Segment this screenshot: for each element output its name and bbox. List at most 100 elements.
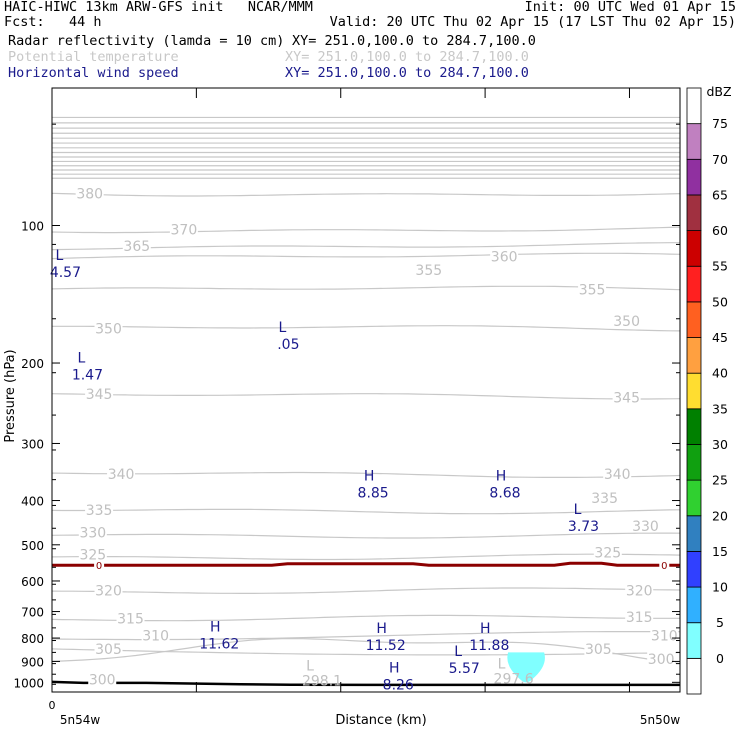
wind-extremum-value: 8.68 <box>489 485 520 501</box>
colorbar-title: dBZ <box>706 84 731 99</box>
field-reflectivity-name: Radar reflectivity (lamda = 10 cm) <box>8 33 285 49</box>
colorbar-level-label: 50 <box>712 294 728 309</box>
header-init: Init: 00 UTC Wed 01 Apr 15 <box>524 0 736 15</box>
colorbar-level-label: 35 <box>712 401 728 416</box>
freezing-label-bg <box>659 558 670 571</box>
theta-contour-380 <box>51 192 681 197</box>
theta-label: 370 <box>171 222 198 238</box>
theta-label: 325 <box>594 546 621 562</box>
theta-contour-370 <box>51 226 681 234</box>
wind-extremum-value: 5.57 <box>449 661 480 677</box>
theta-label: 315 <box>626 610 653 626</box>
colorbar-box <box>686 158 702 196</box>
theta-contour-330 <box>51 532 681 539</box>
colorbar-level-label: 55 <box>712 259 728 274</box>
y-tick-label: 1000 <box>13 676 44 690</box>
wind-extremum-value: 3.73 <box>568 519 599 535</box>
colorbar-box <box>686 551 702 588</box>
y-tick-label: 800 <box>21 632 44 646</box>
colorbar-box <box>686 622 702 659</box>
theta-contour-340 <box>51 471 681 478</box>
theta-label: 350 <box>95 321 122 337</box>
wind-extremum-value: .05 <box>277 337 299 353</box>
theta-label-bg <box>631 518 660 533</box>
x-zero-label: 0 <box>49 699 56 712</box>
field-reflectivity-xy: XY= 251.0,100.0 to 284.7,100.0 <box>292 33 536 49</box>
theta-contour-305 <box>51 648 681 656</box>
colorbar-level-label: 5 <box>716 615 724 630</box>
theta-label-bg <box>625 609 654 624</box>
colorbar-box <box>686 123 702 160</box>
theta-extremum-letter: L <box>498 656 506 672</box>
theta-label-bg <box>593 544 622 559</box>
wind-extremum-value: 11.88 <box>469 638 509 654</box>
theta-label: 310 <box>651 629 678 645</box>
theta-contour-335 <box>51 508 681 515</box>
field-wind-xy: XY= 251.0,100.0 to 284.7,100.0 <box>285 65 529 81</box>
wind-extremum-letter: H <box>496 468 507 484</box>
wind-extremum-letter: L <box>454 644 462 660</box>
wind-extremum-value: 11.62 <box>199 637 239 653</box>
theta-label-bg <box>169 221 198 236</box>
theta-label-bg <box>75 185 104 200</box>
theta-label-bg <box>625 582 654 597</box>
theta-label-bg <box>85 386 114 401</box>
colorbar-box <box>686 515 702 552</box>
colorbar-level-label: 10 <box>712 580 728 595</box>
wind-extremum-letter: H <box>376 621 387 637</box>
theta-contour-360 <box>51 252 681 260</box>
y-tick-label: 500 <box>21 539 44 553</box>
colorbar-box <box>686 194 702 231</box>
theta-extremum-value: 297.6 <box>494 671 534 687</box>
theta-label-bg <box>647 651 676 666</box>
colorbar-level-label: 70 <box>712 152 728 167</box>
theta-contour-365 <box>51 242 680 251</box>
theta-label: 350 <box>613 314 640 330</box>
freezing-level-label: 0 <box>96 561 102 572</box>
theta-label: 335 <box>86 503 113 519</box>
theta-label: 330 <box>632 519 659 535</box>
wind-extremum-letter: H <box>364 468 375 484</box>
wind-extremum-letter: H <box>480 621 491 637</box>
colorbar-level-label: 30 <box>712 437 728 452</box>
y-tick-label: 600 <box>21 575 44 589</box>
colorbar-level-label: 75 <box>712 116 728 131</box>
theta-label: 365 <box>123 239 150 255</box>
theta-label: 340 <box>108 467 135 483</box>
colorbar-level-label: 0 <box>716 651 724 666</box>
theta-label-bg <box>78 546 107 561</box>
theta-label-bg <box>584 640 613 655</box>
colorbar-box <box>686 301 702 338</box>
wind-extremum-value: 1.47 <box>72 368 103 384</box>
field-theta-name: Potential temperature <box>8 49 179 65</box>
field-wind-name: Horizontal wind speed <box>8 65 179 81</box>
y-tick-label: 900 <box>21 655 44 669</box>
theta-label: 335 <box>591 491 618 507</box>
freezing-label-bg <box>94 558 105 571</box>
y-tick-label: 300 <box>21 437 44 451</box>
colorbar-level-label: 25 <box>712 473 728 488</box>
theta-label: 380 <box>76 186 103 202</box>
wind-extremum-letter: L <box>278 320 286 336</box>
theta-label: 300 <box>89 672 116 688</box>
theta-label-bg <box>88 671 117 686</box>
terrain-line <box>51 680 680 687</box>
plot-frame <box>51 87 681 693</box>
theta-contour-315 <box>51 614 680 622</box>
theta-label: 330 <box>79 526 106 542</box>
theta-contour-355 <box>51 285 681 291</box>
colorbar-box <box>686 265 702 303</box>
wind-extremum-letter: H <box>389 660 400 676</box>
wind-extremum-letter: L <box>56 248 64 264</box>
theta-extremum-letter: L <box>306 658 314 674</box>
theta-label-bg <box>590 490 619 505</box>
theta-label: 355 <box>415 263 442 279</box>
colorbar-level-label: 45 <box>712 330 728 345</box>
theta-label: 345 <box>86 387 113 403</box>
theta-label-bg <box>94 640 123 655</box>
theta-label-bg <box>490 248 519 263</box>
colorbar-box <box>686 230 702 267</box>
colorbar-level-label: 40 <box>712 366 728 381</box>
theta-label-bg <box>578 281 607 296</box>
theta-label: 340 <box>604 467 631 483</box>
